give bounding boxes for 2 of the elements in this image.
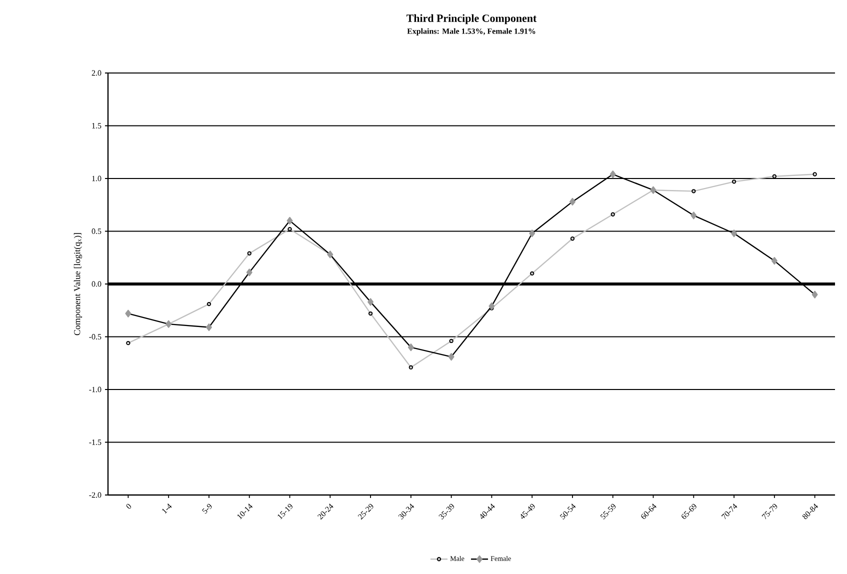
- chart-title: Third Principle Component: [406, 14, 537, 24]
- y-axis-title: Component Value [logit(q$_{x}$)]: [74, 233, 82, 336]
